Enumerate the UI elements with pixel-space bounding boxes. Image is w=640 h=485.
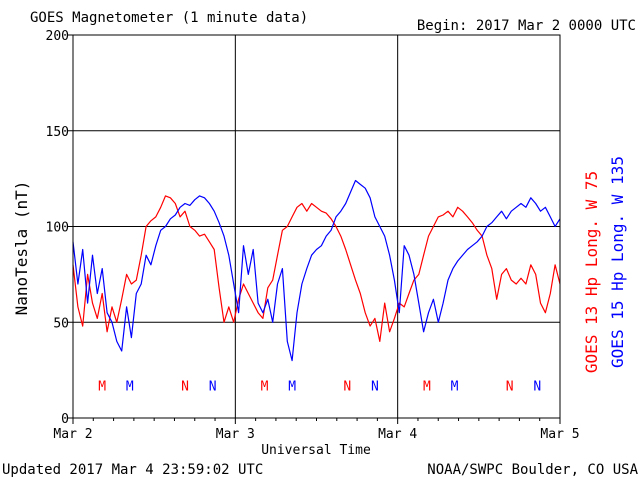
series-line-goes15 [72,179,561,362]
noon-marker: N [506,379,514,394]
chart-title: GOES Magnetometer (1 minute data) [30,10,308,26]
midnight-marker: M [126,379,134,394]
y-axis-label: NanoTesla (nT) [12,181,31,316]
grid [73,35,560,418]
x-tick-label: Mar 5 [540,427,579,442]
y-tick-label: 0 [61,412,69,427]
y-tick-label: 200 [46,29,69,44]
y-tick-label: 100 [46,221,69,236]
midnight-marker: M [98,379,106,394]
series-line-goes13 [72,195,561,342]
axes: 0 50 100 150 200 Mar 2 Mar 3 Mar 4 Mar 5 [46,29,580,442]
y-tick-label: 50 [53,316,69,331]
noon-marker: N [181,379,189,394]
legend-goes13: GOES 13 Hp Long. W 75 [582,171,601,373]
begin-label: Begin: 2017 Mar 2 0000 UTC [417,18,636,34]
midnight-marker: M [423,379,431,394]
x-tick-label: Mar 2 [53,427,92,442]
midnight-marker: M [451,379,459,394]
midnight-marker: M [288,379,296,394]
noon-marker: N [343,379,351,394]
noon-marker: N [209,379,217,394]
series-lines [72,179,561,362]
y-tick-label: 150 [46,125,69,140]
noon-marker: N [371,379,379,394]
source-label: NOAA/SWPC Boulder, CO USA [427,462,638,478]
noon-marker: N [533,379,541,394]
updated-label: Updated 2017 Mar 4 23:59:02 UTC [2,462,263,478]
x-axis-label: Universal Time [261,443,371,458]
legend-goes15: GOES 15 Hp Long. W 135 [608,156,627,368]
x-tick-label: Mar 3 [216,427,255,442]
x-tick-label: Mar 4 [378,427,417,442]
midnight-marker: M [261,379,269,394]
